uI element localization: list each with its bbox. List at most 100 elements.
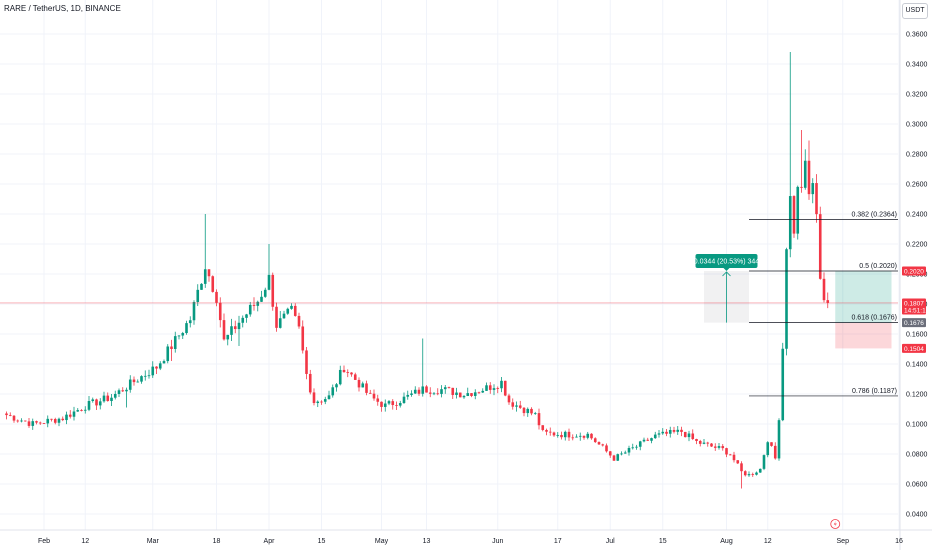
price-axis-tag [902, 318, 926, 328]
price-axis-tag-text: 0.1676 [904, 320, 924, 327]
candle-body [398, 403, 402, 406]
x-tick-label: 16 [895, 538, 903, 545]
candle-body [361, 383, 365, 388]
candle-body [466, 393, 470, 396]
candle-body [335, 384, 338, 388]
candle-body [353, 374, 357, 380]
candle-body [215, 291, 218, 303]
candle-body [68, 414, 72, 417]
candle-body [436, 393, 440, 395]
candle-body [548, 431, 552, 433]
candle-body [567, 431, 571, 438]
candle-body [788, 196, 792, 250]
candle-body [552, 432, 556, 436]
candle-body [417, 389, 421, 394]
candle-body [766, 442, 770, 456]
candle-body [53, 419, 57, 423]
price-axis-tag-text: 0.1504 [904, 346, 924, 353]
candle-body [395, 405, 398, 406]
candle-body [485, 385, 488, 391]
x-tick-label: Jun [492, 538, 503, 545]
candle-body [233, 326, 237, 330]
candle-body [83, 409, 87, 411]
currency-selector-button[interactable]: USDT [902, 3, 928, 19]
candle-body [46, 418, 50, 424]
candle-body [631, 447, 635, 449]
candle-body [796, 186, 800, 234]
candle-body [350, 372, 353, 375]
candle-body [706, 442, 710, 444]
candle-body [515, 405, 518, 407]
candle-body [800, 186, 803, 188]
candle-body [751, 474, 755, 475]
candle-body [5, 413, 8, 416]
candle-body [136, 381, 140, 383]
candle-body [121, 390, 125, 392]
x-tick-label: 17 [554, 538, 562, 545]
candle-body [680, 429, 683, 432]
lightning-icon [833, 520, 837, 528]
candle-body [95, 399, 98, 406]
candle-body [203, 269, 207, 284]
candle-body [125, 389, 128, 392]
y-tick-label: 0.0600 [906, 482, 928, 489]
candle-body [672, 429, 676, 432]
candle-body [713, 446, 717, 448]
candle-body [721, 446, 725, 449]
fib-level-label: 0.382 (0.2364) [851, 211, 897, 218]
candle-body [732, 454, 736, 461]
measure-label-pointer [723, 268, 730, 271]
x-tick-label: 12 [81, 538, 89, 545]
candle-body [608, 451, 612, 456]
candle-body [518, 405, 522, 408]
candle-body [582, 435, 586, 438]
candle-body [72, 411, 76, 417]
candle-body [181, 333, 185, 336]
candle-body [76, 410, 80, 412]
candle-body [391, 401, 395, 406]
price-axis-tag [902, 298, 926, 315]
candle-body [110, 397, 113, 402]
candle-body [42, 423, 46, 424]
candle-body [428, 392, 432, 394]
candle-body [440, 389, 443, 394]
candle-body [635, 446, 638, 448]
candle-body [530, 408, 533, 414]
price-axis[interactable]: 0.0400 0.0600 0.0800 0.1000 0.1200 0.1400 0.16… [899, 0, 930, 550]
candle-body [601, 444, 605, 446]
candle-body [657, 433, 661, 435]
candle-body [38, 422, 42, 424]
candle-body [368, 392, 372, 394]
candle-body [376, 398, 380, 402]
candle-body [301, 326, 305, 351]
candle-body [736, 460, 740, 464]
candle-body [316, 401, 320, 404]
candle-body [23, 420, 27, 422]
y-tick-label: 0.1000 [906, 422, 928, 429]
candle-body [815, 183, 818, 215]
candle-body [687, 433, 691, 438]
candle-body [443, 387, 447, 390]
time-axis[interactable]: Feb 12 Mar 18 Apr 15 May 13 Jun 17 Jul 15 Aug 12 Sep 16 [0, 519, 932, 546]
candle-body [638, 441, 642, 447]
candle-body [248, 304, 252, 315]
candle-body [725, 448, 728, 455]
candle-body [106, 395, 110, 402]
candle-body [740, 463, 743, 472]
candle-body [282, 313, 286, 319]
candle-body [822, 278, 826, 301]
x-tick-label: Apr [264, 538, 276, 545]
candle-body [578, 435, 582, 437]
candle-body [158, 363, 162, 369]
candle-body [16, 420, 20, 422]
price-axis-tag-text: 0.2020 [904, 269, 924, 276]
drawings[interactable]: 0.382 (0.2364) 0.5 (0.2020) 0.618 (0.1676)… [0, 211, 898, 397]
candle-body [286, 308, 290, 314]
candle-body [477, 392, 481, 394]
candle-body [762, 455, 766, 469]
candle-body [710, 443, 713, 447]
candle-body [320, 401, 323, 403]
candle-body [140, 376, 143, 382]
